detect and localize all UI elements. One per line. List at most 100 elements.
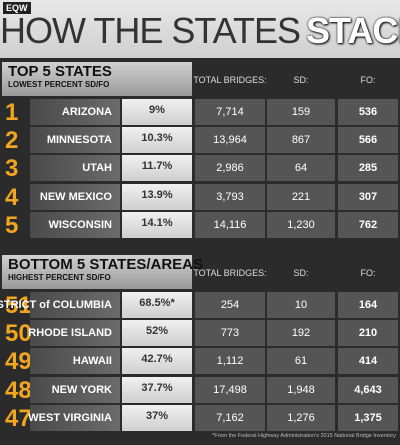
sd: 867 [267, 127, 335, 154]
heading: TOP 5 STATES [8, 63, 112, 80]
fo: 1,375 [338, 404, 398, 431]
rank: 5 [5, 211, 19, 239]
percent-unit: % [162, 132, 173, 145]
subheading: HIGHEST PERCENT SD/FO [8, 273, 111, 282]
state: WISCONSIN [30, 211, 120, 238]
percent: 13.9% [122, 183, 192, 210]
percent-unit: % [162, 160, 173, 173]
fo: 164 [338, 292, 398, 318]
rank: 47 [5, 404, 32, 432]
column-header: SD: [293, 75, 309, 85]
column-header: TOTAL BRIDGES: [193, 75, 267, 85]
percent: 37.7% [122, 376, 192, 403]
state: DISTRICT of COLUMBIA [0, 292, 120, 318]
sd: 61 [267, 348, 335, 375]
rank: 51 [5, 292, 32, 319]
subheading: LOWEST PERCENT SD/FO [8, 80, 110, 89]
percent-unit: % [162, 216, 173, 229]
footnote: *From the Federal Highway Administration… [212, 433, 396, 439]
rank: 1 [5, 99, 19, 126]
percent-unit: % [155, 104, 165, 116]
state: MINNESOTA [30, 127, 120, 154]
state: HAWAII [30, 348, 120, 375]
sd: 10 [267, 292, 335, 318]
percent-unit: % [162, 188, 173, 201]
fo: 4,643 [338, 376, 398, 403]
percent-value: 11.7 [141, 160, 163, 173]
fo: 536 [338, 99, 398, 125]
fo: 210 [338, 320, 398, 347]
percent: 42.7% [122, 348, 192, 375]
total-bridges: 7,162 [195, 404, 265, 431]
rank: 48 [5, 376, 32, 404]
percent-value: 37.7 [141, 381, 163, 394]
sd: 192 [267, 320, 335, 347]
percent-value: 37 [145, 409, 159, 422]
total-bridges: 13,964 [195, 127, 265, 154]
column-header: FO: [360, 75, 376, 85]
percent-value: 10.3 [141, 132, 163, 145]
sd: 64 [267, 155, 335, 182]
state: NEW MEXICO [30, 183, 120, 210]
heading: BOTTOM 5 STATES/AREAS [8, 256, 204, 273]
total-bridges: 773 [195, 320, 265, 347]
percent-value: 13.9 [141, 188, 163, 201]
column-header: FO: [360, 268, 376, 278]
percent: 14.1% [122, 211, 192, 238]
sd: 159 [267, 99, 335, 125]
percent: 68.5% * [122, 292, 192, 318]
section-heading: BOTTOM 5 STATES/AREAS HIGHEST PERCENT SD/… [2, 255, 204, 289]
percent: 10.3% [122, 127, 192, 154]
title-light: HOW THE STATES [0, 10, 301, 51]
total-bridges: 2,986 [195, 155, 265, 182]
section-heading: TOP 5 STATES LOWEST PERCENT SD/FO [2, 62, 192, 96]
percent-unit: % [162, 381, 173, 394]
state: UTAH [30, 155, 120, 182]
rank: 3 [5, 155, 19, 183]
sd: 1,230 [267, 211, 335, 238]
fo: 307 [338, 183, 398, 210]
rank: 50 [5, 320, 32, 348]
state: RHODE ISLAND [28, 320, 120, 347]
fo: 762 [338, 211, 398, 238]
percent-value: 14.1 [141, 216, 163, 229]
title-area: EQW HOW THE STATESSTACK UP [0, 0, 400, 58]
percent-value: 9 [149, 104, 156, 116]
sd: 221 [267, 183, 335, 210]
total-bridges: 17,498 [195, 376, 265, 403]
rank: 49 [5, 348, 32, 376]
title: HOW THE STATESSTACK UP [0, 10, 400, 52]
percent-note: * [170, 297, 175, 309]
total-bridges: 7,714 [195, 99, 265, 125]
fo: 414 [338, 348, 398, 375]
total-bridges: 254 [195, 292, 265, 318]
percent-unit: % [160, 297, 171, 309]
total-bridges: 14,116 [195, 211, 265, 238]
percent-value: 68.5 [139, 297, 161, 309]
percent-unit: % [158, 325, 169, 338]
rank: 2 [5, 127, 19, 155]
percent: 11.7% [122, 155, 192, 182]
state: WEST VIRGINIA [28, 404, 120, 431]
state: ARIZONA [30, 99, 120, 125]
percent-unit: % [162, 353, 173, 366]
state: NEW YORK [30, 376, 120, 403]
column-header: SD: [293, 268, 309, 278]
percent-value: 52 [145, 325, 159, 338]
logo: EQW [3, 2, 31, 14]
percent-value: 42.7 [141, 353, 163, 366]
fo: 285 [338, 155, 398, 182]
total-bridges: 1,112 [195, 348, 265, 375]
rank: 4 [5, 183, 19, 211]
sd: 1,948 [267, 376, 335, 403]
column-header: TOTAL BRIDGES: [193, 268, 267, 278]
total-bridges: 3,793 [195, 183, 265, 210]
fo: 566 [338, 127, 398, 154]
sd: 1,276 [267, 404, 335, 431]
percent-unit: % [158, 409, 169, 422]
title-bold: STACK UP [306, 10, 400, 51]
percent: 9% [122, 99, 192, 125]
percent: 52% [122, 320, 192, 347]
percent: 37% [122, 404, 192, 431]
